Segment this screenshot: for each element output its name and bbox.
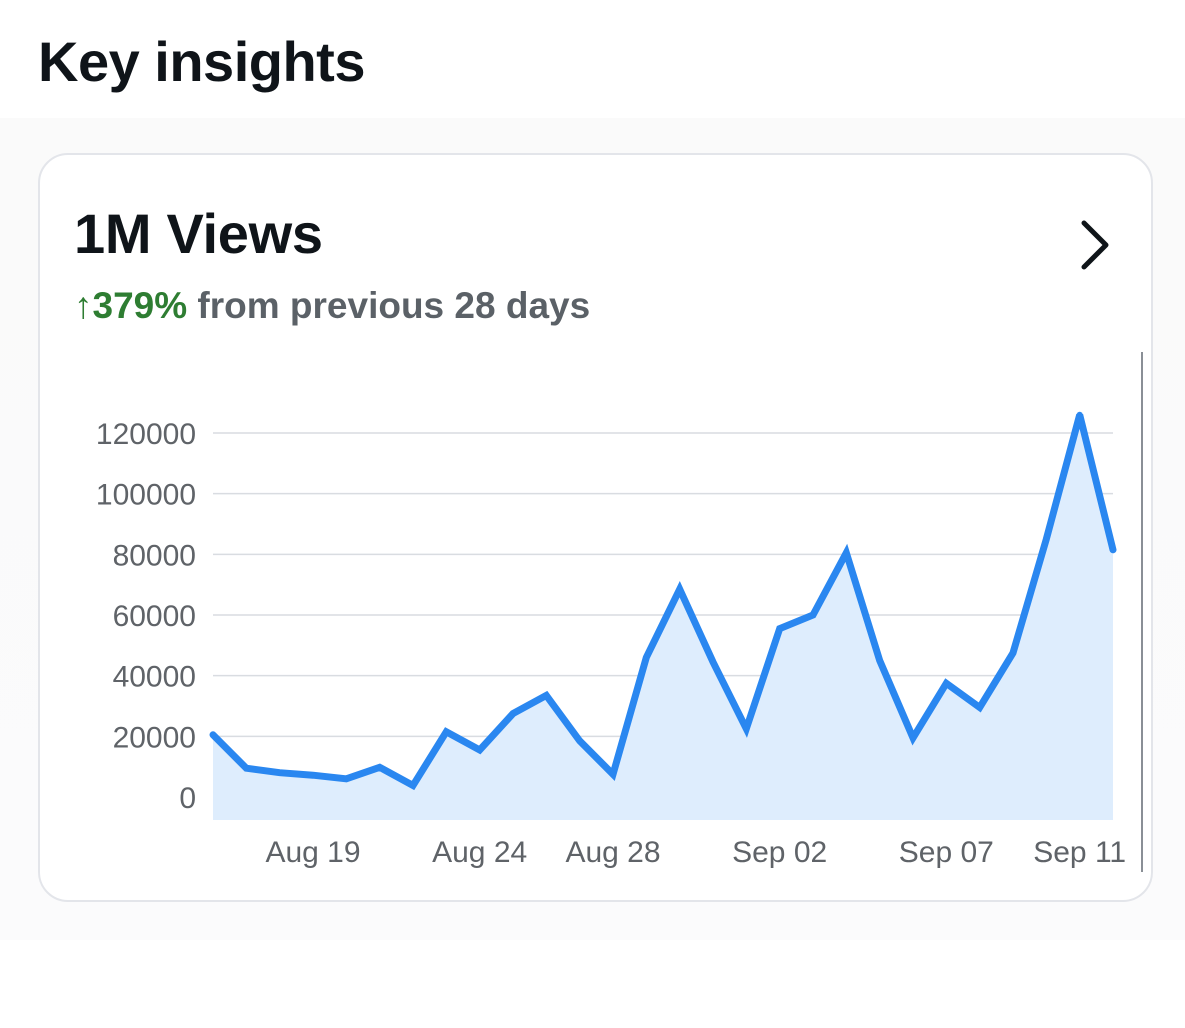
data-point xyxy=(843,549,850,556)
data-point xyxy=(276,769,283,776)
data-point xyxy=(776,625,783,632)
arrow-up-icon: ↑ xyxy=(74,285,93,326)
data-point xyxy=(1076,411,1083,418)
data-point xyxy=(1110,546,1116,553)
data-point xyxy=(410,782,416,789)
y-tick-label: 100000 xyxy=(96,479,196,512)
x-tick-label: Sep 11 xyxy=(1033,836,1126,869)
metric-title: 1M Views xyxy=(74,202,323,265)
x-axis-ticks: Aug 19 Aug 24 Aug 28 Sep 02 Sep 07 Sep 11 xyxy=(265,836,1126,869)
x-tick-label: Aug 24 xyxy=(432,836,527,869)
x-tick-label: Sep 02 xyxy=(732,836,827,869)
data-point xyxy=(610,771,616,778)
y-axis-ticks: 120000 100000 80000 60000 40000 20000 0 xyxy=(96,418,196,815)
data-point xyxy=(810,612,816,618)
data-point xyxy=(443,728,450,735)
page-title: Key insights xyxy=(38,30,365,93)
data-point xyxy=(643,654,650,661)
data-point xyxy=(310,772,316,779)
chart-area-layer xyxy=(209,411,1117,820)
data-point xyxy=(476,747,483,753)
data-point xyxy=(210,731,216,738)
y-tick-label: 120000 xyxy=(96,418,196,451)
data-point xyxy=(376,764,383,771)
data-point xyxy=(243,765,250,772)
data-point xyxy=(510,710,516,717)
series-line xyxy=(209,413,1117,791)
change-percentage: 379% xyxy=(92,285,188,326)
data-point xyxy=(676,586,683,593)
x-tick-label: Aug 19 xyxy=(265,836,360,869)
data-point xyxy=(543,692,550,699)
data-point xyxy=(1010,649,1016,656)
change-summary: ↑379% from previous 28 days xyxy=(74,281,590,331)
x-tick-label: Sep 07 xyxy=(899,836,994,869)
chevron-right-icon[interactable] xyxy=(1070,217,1118,273)
data-point xyxy=(910,734,916,741)
y-tick-label: 20000 xyxy=(113,721,196,754)
data-point xyxy=(710,659,716,665)
data-point xyxy=(576,737,583,744)
data-point xyxy=(876,657,883,664)
y-tick-label: 60000 xyxy=(113,600,196,633)
area-fill xyxy=(213,414,1113,820)
data-point xyxy=(943,680,950,687)
y-tick-label: 80000 xyxy=(113,539,196,572)
y-tick-label: 40000 xyxy=(113,661,196,694)
change-period-text: from previous 28 days xyxy=(197,285,591,326)
y-tick-label: 0 xyxy=(179,782,196,815)
data-point xyxy=(743,725,750,732)
data-point xyxy=(976,704,983,711)
x-tick-label: Aug 28 xyxy=(565,836,660,869)
data-point xyxy=(343,775,350,782)
data-point xyxy=(1043,536,1050,543)
